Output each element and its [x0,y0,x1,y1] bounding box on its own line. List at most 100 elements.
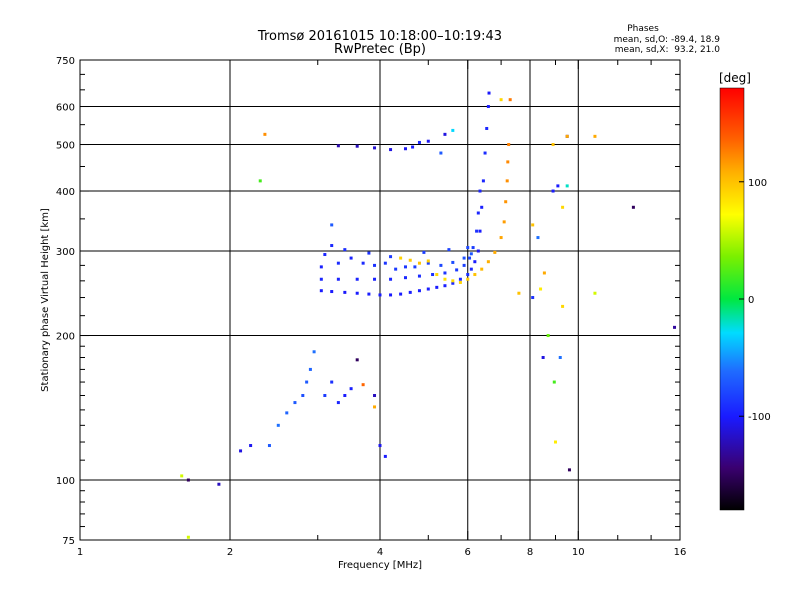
y-tick-label: 75 [62,536,75,547]
chart-title: Tromsø 20161015 10:18:00–10:19:43 [257,29,502,44]
chart-subtitle: RwPretec (Bp) [334,42,426,57]
data-point [355,277,359,281]
data-point [481,179,485,183]
data-point [486,105,490,109]
data-point [383,261,387,265]
data-point [531,296,535,300]
data-point [443,284,447,288]
x-tick-label: 8 [527,547,533,558]
data-point [276,423,280,427]
data-point [319,265,323,269]
data-point [435,273,439,277]
data-point [553,440,557,444]
data-point [399,292,403,296]
data-point [330,244,334,248]
data-point [451,281,455,285]
data-point [546,334,550,338]
y-tick-label: 600 [56,103,75,114]
data-point [443,277,447,281]
data-point [565,134,569,138]
data-point [355,144,359,148]
plot-area: 1 2 4 6 8 10 16 75 100 200 300 400 500 600 750 [56,56,686,558]
data-point [367,251,371,255]
data-point [408,258,412,262]
data-point [486,260,490,264]
data-point [373,394,377,398]
data-point [312,350,316,354]
data-point [451,260,455,264]
x-axis-label: Frequency [MHz] [338,560,422,571]
data-point [343,394,347,398]
data-point [417,289,421,293]
data-point [389,148,393,152]
data-point [301,394,305,398]
data-point [263,132,267,136]
data-point [505,179,509,183]
data-point [593,291,597,295]
x-tick-label: 2 [227,547,233,558]
data-point [308,367,312,371]
data-point [631,205,635,209]
data-point [556,184,560,188]
data-point [394,267,398,271]
phase-colorbar: [deg] 100 0 -100 [719,71,771,511]
data-point [541,355,545,359]
x-tick-labels: 1 2 4 6 8 10 16 [77,547,687,558]
data-point [373,277,377,281]
data-point [367,292,371,296]
data-point [539,287,543,291]
series-1 [319,189,482,281]
data-point [417,140,421,144]
series-4 [239,350,387,458]
data-point [493,250,497,254]
data-point [403,276,407,280]
data-point [673,325,677,329]
data-point [239,449,243,453]
data-point [469,267,473,271]
data-point [403,265,407,269]
data-point [258,179,262,183]
data-point [336,277,340,281]
data-point [399,256,403,260]
data-point [336,144,340,148]
data-point [355,291,359,295]
data-point [413,265,417,269]
data-point [507,143,511,147]
data-point [383,454,387,458]
series-3 [399,98,512,284]
data-point [499,236,503,240]
colorbar-tick-label: 0 [748,295,754,306]
y-tick-label: 200 [56,332,75,343]
data-point [378,293,382,297]
data-point [355,358,359,362]
data-point [426,287,430,291]
colorbar-label: [deg] [719,71,751,85]
data-point [478,189,482,193]
data-point [475,229,479,233]
y-tick-label: 500 [56,141,75,152]
data-point [551,189,555,193]
data-point [565,184,569,188]
data-point [323,394,327,398]
data-point [478,229,482,233]
data-point [285,411,289,415]
data-point [451,128,455,132]
data-point [504,200,508,204]
data-point [186,535,190,539]
data-point [531,223,535,227]
data-point [466,246,470,250]
data-point [443,132,447,136]
data-point [330,290,334,294]
data-point [389,293,393,297]
data-point [403,147,407,151]
data-point [422,250,426,254]
data-point [561,304,565,308]
data-point [319,289,323,293]
data-point [480,205,484,209]
data-point [455,268,459,272]
data-point [480,267,484,271]
data-point [462,263,466,267]
data-point [349,256,353,260]
data-point [439,151,443,155]
